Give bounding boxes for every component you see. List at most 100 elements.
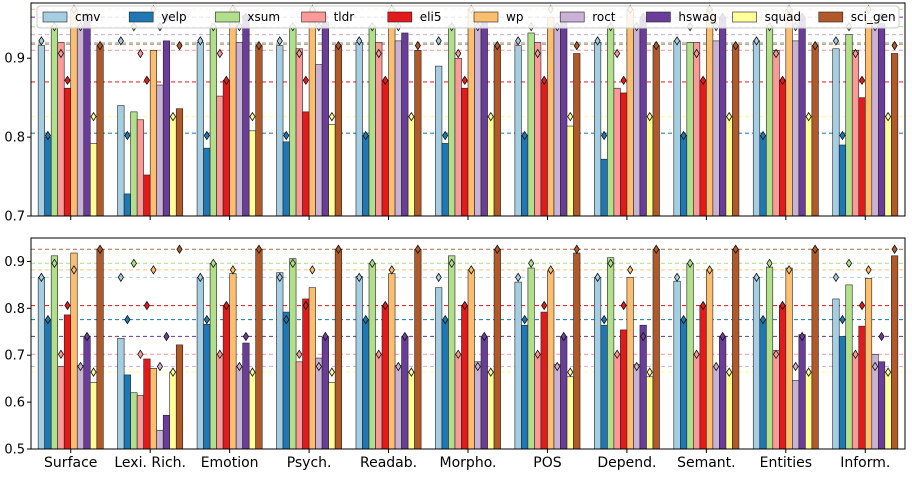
marker-sci_gen-2 [255,244,263,254]
bar-roct-2 [235,366,243,450]
bar-roct-0 [76,365,85,450]
marker-cmv-9 [753,272,760,283]
bar-yelp-7 [600,324,608,450]
marker-squad-1 [169,367,177,377]
bar-cmv-10 [832,48,840,217]
marker-eli5-4 [382,75,389,86]
legend-label-wp: wp [506,10,523,24]
bar-squad-6 [566,376,574,450]
marker-tldr-5 [455,48,462,59]
bar-xsum-1 [130,111,138,217]
bar-yelp-9 [759,319,767,450]
bar-xsum-6 [527,32,535,217]
marker-yelp-8 [680,130,687,141]
bar-tldr-0 [57,366,65,450]
bar-sci_gen-3 [334,45,342,217]
bar-hswag-4 [401,336,409,450]
bar-sci_gen-0 [96,248,104,450]
marker-eli5-1 [143,300,151,311]
marker-eli5-9 [779,75,786,86]
marker-sci_gen-2 [255,40,263,51]
bar-eli5-10 [858,325,866,450]
bar-xsum-9 [765,26,774,217]
marker-tldr-6 [534,349,541,360]
marker-roct-0 [77,361,84,372]
marker-cmv-10 [832,272,840,283]
bar-roct-3 [315,357,323,450]
marker-sci_gen-3 [335,244,342,254]
bar-wp-8 [706,269,714,450]
x-tick-label-10: Inform. [840,455,890,471]
bar-cmv-1 [117,105,125,217]
marker-eli5-2 [223,75,230,86]
marker-xsum-4 [369,258,376,269]
bar-roct-8 [712,40,720,217]
marker-tldr-4 [375,48,382,59]
marker-hswag-1 [163,331,170,342]
marker-yelp-2 [203,314,210,325]
bar-wp-5 [467,269,475,450]
marker-tldr-9 [772,349,780,360]
marker-squad-7 [646,367,653,377]
marker-sci_gen-8 [732,40,739,51]
marker-cmv-8 [673,36,681,46]
bar-xsum-2 [209,263,217,450]
bar-sci_gen-0 [96,45,104,217]
bar-xsum-10 [845,34,853,217]
bar-tldr-8 [693,353,701,450]
marker-sci_gen-9 [812,40,819,51]
bar-squad-6 [566,125,574,217]
marker-eli5-10 [858,75,866,86]
marker-wp-10 [865,265,872,275]
marker-cmv-6 [515,36,522,46]
bar-roct-0 [76,26,85,217]
bar-xsum-8 [686,42,694,217]
marker-roct-4 [395,361,402,372]
bar-roct-5 [474,26,482,217]
marker-cmv-1 [117,272,124,283]
bar-cmv-8 [673,40,681,217]
bar-yelp-5 [441,319,449,450]
marker-yelp-9 [759,314,767,325]
marker-squad-6 [567,111,574,122]
marker-eli5-7 [620,300,627,311]
x-tick-label-1: Lexi. Rich. [114,455,186,471]
bar-tldr-7 [613,87,621,217]
marker-cmv-4 [356,272,363,283]
bar-cmv-5 [435,65,443,217]
marker-tldr-10 [852,349,859,360]
marker-sci_gen-0 [96,244,104,254]
marker-wp-0 [70,265,78,275]
bar-wp-3 [308,287,316,450]
bar-hswag-0 [83,337,91,450]
bar-tldr-7 [613,353,621,450]
marker-tldr-6 [534,48,541,59]
bar-tldr-6 [534,353,542,450]
bar-hswag-9 [798,334,806,450]
bar-eli5-6 [540,81,548,217]
marker-sci_gen-6 [573,244,580,254]
legend-label-squad: squad [765,10,801,24]
bar-xsum-7 [607,26,615,217]
bar-yelp-6 [521,135,529,217]
bar-eli5-2 [222,305,230,450]
x-tick-label-5: Morpho. [440,455,497,471]
bar-sci_gen-1 [175,344,184,450]
marker-eli5-0 [64,75,71,86]
bar-squad-10 [884,116,892,217]
marker-yelp-9 [759,130,767,141]
bar-xsum-4 [368,26,376,217]
x-tick-label-7: Depend. [597,455,656,471]
bar-sci_gen-6 [573,252,581,450]
bar-cmv-0 [37,277,45,450]
marker-squad-1 [169,111,177,122]
marker-roct-3 [315,361,322,372]
y-tick-label-1-1: 0.6 [4,396,25,411]
bar-yelp-4 [362,319,370,450]
bar-hswag-2 [242,342,250,450]
x-tick-label-3: Psych. [287,455,332,471]
bar-wp-9 [785,9,793,217]
marker-eli5-1 [143,75,151,86]
marker-yelp-3 [283,130,290,141]
marker-sci_gen-10 [891,244,898,254]
